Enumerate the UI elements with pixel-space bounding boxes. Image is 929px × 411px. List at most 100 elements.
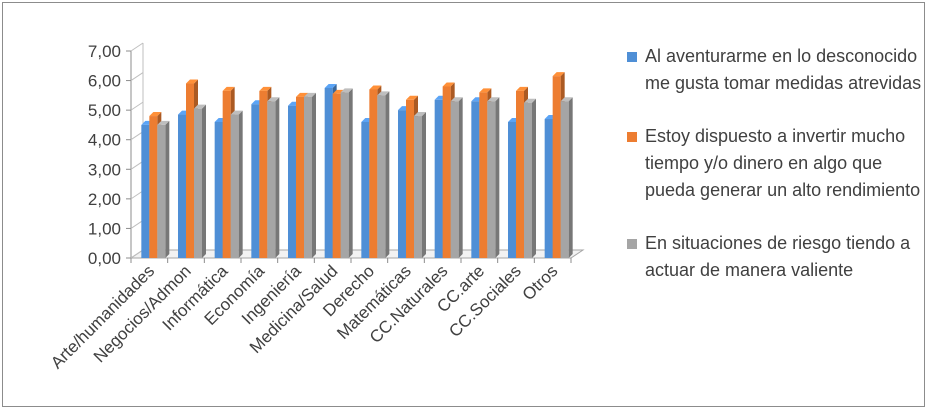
bar-side [238,110,243,258]
bar [340,92,349,259]
bar-side [385,91,390,258]
y-tick-depth [130,160,144,170]
y-tick-label: 1,00 [88,219,121,238]
bar-top [267,97,280,102]
bar [377,95,386,258]
bar-top [560,97,573,102]
bar-top [487,97,500,102]
bar [487,101,496,259]
bar [230,114,239,258]
bar [450,101,459,259]
bar [560,101,569,259]
bar-side [568,97,573,259]
bar [288,105,296,258]
bar [552,76,561,258]
bar [524,102,532,258]
bar-top [377,91,390,96]
bar [222,90,231,259]
bar-top [230,110,243,115]
legend-label: En situaciones de riesgo tiendo a actuar… [645,233,911,280]
bar [259,90,268,259]
y-tick-label: 0,00 [88,249,121,268]
bar-top [149,112,162,117]
bar [516,90,524,259]
bar-side [495,97,500,259]
bar [186,83,194,259]
bar-top [479,88,492,93]
bar [251,104,260,258]
bar [398,110,406,259]
bar-side [532,98,536,258]
y-tick-label: 4,00 [88,131,121,150]
bar-side [348,88,353,259]
legend-swatch [627,239,637,249]
legend-label: Estoy dispuesto a invertir mucho tiempo … [645,126,921,200]
bar [157,124,166,258]
bar-side [165,120,170,258]
x-tick-label: Otros [519,261,562,304]
bar [406,99,414,259]
legend-item: Estoy dispuesto a invertir mucho tiempo … [625,123,925,204]
bar [149,116,158,258]
bar [214,121,223,258]
legend-label: Al aventurarme en lo desconocido me gust… [645,46,922,93]
bar-top [157,120,170,125]
bar-side [275,97,280,259]
y-tick-label: 2,00 [88,190,121,209]
bar-top [369,85,382,90]
bar [304,96,312,258]
bar [267,101,276,259]
bar [479,92,488,259]
legend-item: En situaciones de riesgo tiendo a actuar… [625,230,925,284]
chart-frame: 0,00 1,00 2,00 3,00 4,00 5,00 6,00 7,00 Arte/hum… [2,2,925,407]
bar-side [312,92,316,258]
bar-top [516,86,528,91]
y-tick-depth [130,72,144,81]
bar-top [259,86,272,91]
bar [178,114,186,258]
bar-side [422,112,426,258]
y-tick-depth [130,101,144,111]
bar [361,121,370,258]
bar [434,99,443,259]
bar-top [186,79,198,84]
y-tick-depth [130,42,144,52]
y-tick-depth [130,220,144,229]
bar-chart: 0,001,002,003,004,005,006,007,00Arte/hum… [47,42,585,372]
bar [296,96,304,258]
legend: Al aventurarme en lo desconocido me gust… [625,43,925,310]
bar-top [450,97,463,102]
bar-top [552,72,565,77]
y-tick-label: 7,00 [88,42,121,61]
y-tick-label: 6,00 [88,72,121,91]
bar-side [458,97,463,259]
legend-swatch [627,52,637,62]
bar-top [524,98,536,103]
bar-side [202,104,206,259]
bar [332,93,341,258]
bar [442,86,451,258]
bar [369,89,378,258]
bar-top [442,82,455,87]
bar-top [304,92,316,97]
bar-top [414,112,426,117]
bar-top [340,88,353,93]
bar-top [194,104,206,109]
bar-top [406,95,418,100]
y-tick-label: 3,00 [88,160,121,179]
y-tick-depth [130,190,144,200]
legend-swatch [627,132,637,142]
bar [508,121,516,258]
bar [544,119,553,258]
bar-top [324,83,337,88]
legend-item: Al aventurarme en lo desconocido me gust… [625,43,925,97]
bar [414,116,422,258]
bar [324,87,333,258]
y-tick-label: 5,00 [88,101,121,120]
y-tick-depth [130,249,144,259]
bar [194,108,202,259]
bar [471,101,480,259]
bar [141,124,150,258]
y-tick-depth [130,131,144,141]
bar-top [222,86,235,91]
